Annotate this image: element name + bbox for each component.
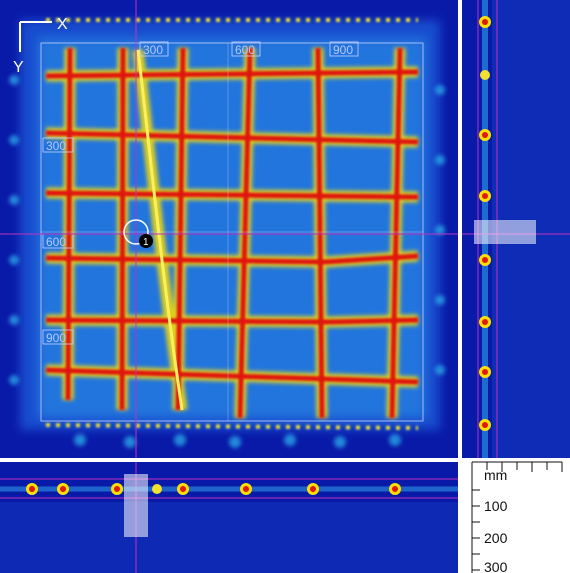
x-tick-900: 900 (333, 43, 353, 57)
side-scan-view[interactable] (462, 0, 570, 458)
x-axis-label: X (57, 16, 68, 33)
x-tick-box (139, 41, 169, 57)
measurement-marker[interactable]: 1 (123, 219, 153, 248)
x-tick-600: 600 (235, 43, 255, 57)
side-selection-box[interactable] (474, 220, 536, 244)
y-tick-900: 900 (46, 331, 66, 345)
y-tick-600: 600 (46, 235, 66, 249)
x-tick-box (231, 41, 261, 57)
ruler-vertical-ticks (472, 489, 480, 571)
axis-indicator: X Y (13, 16, 68, 76)
bottom-scan-view[interactable] (0, 462, 458, 573)
depth-ruler-graphic: mm 100 200 300 (471, 461, 563, 573)
y-tick-box (42, 329, 74, 345)
ruler-unit: mm (484, 467, 507, 483)
x-tick-300: 300 (143, 43, 163, 57)
marker-number: 1 (143, 237, 149, 248)
bottom-scan-image[interactable] (0, 462, 458, 573)
ruler-tick-200: 200 (484, 530, 508, 546)
concrete-core (38, 38, 426, 418)
bottom-deep-area (0, 502, 458, 573)
main-scan-view[interactable]: 300 600 900 300 600 900 X Y 1 (0, 0, 458, 458)
y-tick-300: 300 (46, 139, 66, 153)
depth-ruler: mm 100 200 300 (458, 458, 570, 573)
diagonal-crack (136, 49, 184, 411)
bottom-rebar-reflections (26, 483, 401, 495)
ruler-tick-300: 300 (484, 559, 508, 573)
y-axis-label: Y (13, 59, 24, 76)
y-tick-box (42, 137, 74, 153)
main-scan-image[interactable]: 300 600 900 300 600 900 X Y 1 (0, 0, 458, 458)
bottom-selection-box[interactable] (124, 474, 148, 537)
side-scan-image[interactable] (462, 0, 570, 458)
ruler-tick-100: 100 (484, 498, 508, 514)
rebar-grid (45, 47, 419, 419)
edge-reflections (9, 75, 445, 448)
x-tick-box (329, 41, 359, 57)
border-rebar (45, 18, 419, 430)
side-rebar-reflections (479, 16, 491, 431)
